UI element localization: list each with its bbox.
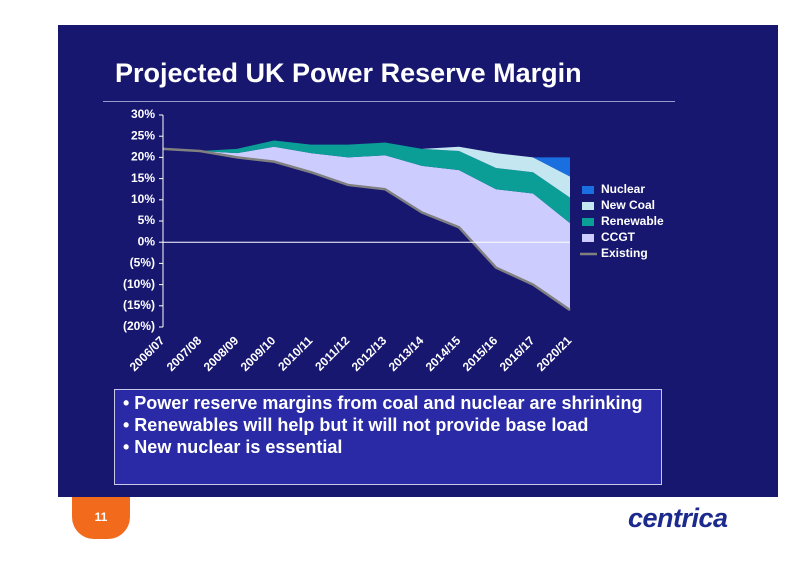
- y-tick-label: 20%: [131, 150, 155, 164]
- legend-label: Nuclear: [601, 182, 645, 196]
- y-tick-label: 25%: [131, 128, 155, 142]
- logo: centrica: [628, 503, 728, 533]
- bullet: • New nuclear is essential: [123, 437, 343, 457]
- y-tick-label: 5%: [138, 213, 156, 227]
- x-tick-label: 2016/17: [497, 333, 538, 374]
- x-tick-label: 2007/08: [164, 333, 205, 374]
- y-tick-label: 0%: [138, 234, 156, 248]
- area: [163, 146, 570, 311]
- bullet: • Renewables will help but it will not p…: [123, 415, 589, 435]
- x-tick-label: 2009/10: [238, 333, 279, 374]
- bullet: • Power reserve margins from coal and nu…: [123, 393, 643, 413]
- area: [163, 140, 570, 198]
- legend-swatch: [582, 186, 594, 194]
- x-tick-label: 2010/11: [275, 333, 315, 373]
- y-tick-label: (15%): [123, 298, 155, 312]
- x-tick-label: 2014/15: [423, 333, 464, 374]
- page-number: 11: [72, 497, 130, 539]
- area: [163, 140, 570, 224]
- x-tick-label: 2015/16: [460, 333, 501, 374]
- x-tick-label: 2012/13: [349, 333, 390, 374]
- legend-label: New Coal: [601, 198, 655, 212]
- x-tick-label: 2011/12: [312, 333, 352, 373]
- legend-label: CCGT: [601, 230, 636, 244]
- x-tick-label: 2013/14: [386, 333, 427, 374]
- y-tick-label: (10%): [123, 277, 155, 291]
- x-tick-label: 2008/09: [201, 333, 242, 374]
- y-tick-label: (5%): [130, 256, 155, 270]
- x-tick-label: 2020/21: [534, 333, 575, 374]
- line: [162, 147, 571, 312]
- x-tick-label: 2006/07: [127, 333, 168, 374]
- slide-title: Projected UK Power Reserve Margin: [115, 58, 582, 88]
- legend-swatch: [582, 218, 594, 226]
- legend-swatch: [582, 202, 594, 210]
- legend-swatch: [582, 234, 594, 242]
- y-tick-label: 30%: [131, 107, 155, 121]
- y-tick-label: 15%: [131, 171, 155, 185]
- bullet-box: • Power reserve margins from coal and nu…: [114, 389, 662, 485]
- legend-label: Renewable: [601, 214, 664, 228]
- y-tick-label: (20%): [123, 319, 155, 333]
- y-tick-label: 10%: [131, 192, 155, 206]
- legend-label: Existing: [601, 246, 648, 260]
- title-rule: [103, 101, 675, 102]
